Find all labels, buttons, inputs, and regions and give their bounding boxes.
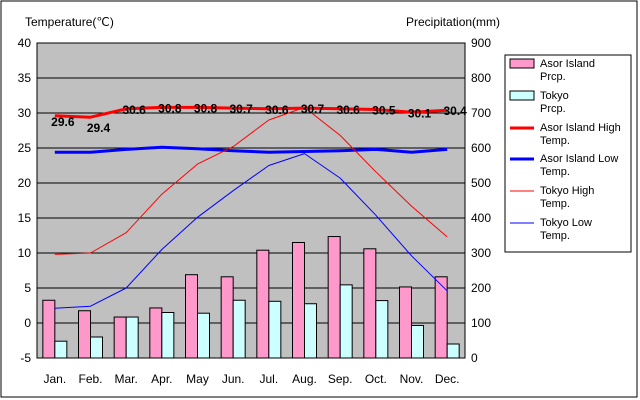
data-label: 30.5 <box>372 104 396 118</box>
right-axis-title: Precipitation(mm) <box>406 15 500 29</box>
data-labels: 29.6 29.4 30.6 30.8 30.8 30.7 30.6 30.7 30.6 30.5… <box>51 101 467 135</box>
data-label: 30.4 <box>443 104 467 118</box>
right-axis-ticks: 0 100 200 300 400 500 600 700 800 900 <box>471 36 491 365</box>
month-label: Feb. <box>78 372 102 386</box>
tokyo-precip-bar <box>268 300 282 359</box>
data-label: 30.7 <box>229 102 253 116</box>
month-label: Jul. <box>259 372 278 386</box>
month-label: Jan. <box>43 372 66 386</box>
left-tick-label: 0 <box>24 316 31 330</box>
tokyo-precip-bar <box>411 324 424 359</box>
left-axis-title: Temperature(℃) <box>25 15 114 29</box>
plot-area <box>36 42 466 359</box>
legend-asor-high-label: Asor Island High Temp. <box>540 122 621 147</box>
x-axis-ticks: Jan. Feb. Mar. Apr. May Jun. Jul. Aug. Sep. Oct. N… <box>43 372 459 386</box>
month-label: Sep. <box>328 372 353 386</box>
tokyo-precip-bar <box>161 312 175 359</box>
right-tick-label: 0 <box>471 351 478 365</box>
left-tick-label: -5 <box>20 351 31 365</box>
asor-precip-bar <box>399 286 412 359</box>
right-tick-label: 300 <box>471 246 491 260</box>
asor-precip-bar <box>149 307 163 359</box>
tokyo-precip-bar <box>375 300 389 359</box>
asor-precip-bar <box>42 299 56 359</box>
right-tick-label: 700 <box>471 106 491 120</box>
tokyo-low-line <box>54 153 448 309</box>
legend-asor-precip-swatch <box>509 58 535 69</box>
tokyo-high-line <box>54 106 448 255</box>
data-label: 30.8 <box>194 101 218 115</box>
month-label: May <box>186 372 209 386</box>
right-tick-label: 900 <box>471 36 491 50</box>
data-label: 30.6 <box>336 103 360 117</box>
data-label: 30.7 <box>301 102 325 116</box>
tokyo-precip-bar <box>90 336 103 359</box>
asor-precip-bar <box>256 249 270 359</box>
asor-precip-bar <box>113 316 127 359</box>
asor-precip-bar <box>327 236 341 359</box>
data-label: 30.8 <box>158 101 182 115</box>
month-label: Mar. <box>114 372 137 386</box>
asor-precip-bar <box>185 274 198 359</box>
tokyo-precip-bar <box>304 303 317 359</box>
right-tick-label: 400 <box>471 211 491 225</box>
right-tick-label: 800 <box>471 71 491 85</box>
left-tick-label: 5 <box>24 281 31 295</box>
grid-lines <box>37 77 465 324</box>
left-tick-label: 40 <box>18 36 32 50</box>
month-label: Nov. <box>400 372 424 386</box>
right-tick-label: 100 <box>471 316 491 330</box>
legend-tokyo-low-label: Tokyo Low Temp. <box>540 217 592 242</box>
left-tick-label: 10 <box>18 246 32 260</box>
tokyo-precip-bar <box>197 312 210 359</box>
data-label: 29.4 <box>87 121 111 135</box>
legend-tokyo-precip-swatch <box>509 90 535 101</box>
left-axis-ticks: -5 0 5 10 15 20 25 30 35 40 <box>18 36 32 365</box>
asor-precip-bar <box>220 276 234 359</box>
tokyo-precip-bar <box>446 343 460 359</box>
tokyo-precip-bar <box>54 340 68 359</box>
legend-tokyo-precip-label: Tokyo Prcp. <box>540 90 569 115</box>
month-label: Oct. <box>365 372 387 386</box>
tokyo-precip-bar <box>125 316 139 359</box>
temperature-lines <box>54 105 448 309</box>
tokyo-precip-bar <box>232 299 246 359</box>
asor-low-line <box>54 145 448 154</box>
data-label: 30.6 <box>265 103 289 117</box>
data-label: 30.6 <box>122 103 146 117</box>
right-tick-label: 600 <box>471 141 491 155</box>
left-tick-label: 30 <box>18 106 32 120</box>
tokyo-precip-bar <box>339 284 353 359</box>
data-label: 29.6 <box>51 115 75 129</box>
legend-asor-precip-label: Asor Island Prcp. <box>540 58 595 83</box>
right-tick-label: 200 <box>471 281 491 295</box>
left-tick-label: 35 <box>18 71 32 85</box>
month-label: Jun. <box>222 372 245 386</box>
asor-precip-bar <box>292 242 305 359</box>
left-tick-label: 25 <box>18 141 32 155</box>
asor-high-line <box>54 105 448 119</box>
legend: Asor Island Prcp. Tokyo Prcp. Asor Island Hi… <box>504 54 632 253</box>
asor-precip-bar <box>363 248 377 359</box>
month-label: Dec. <box>435 372 460 386</box>
left-tick-label: 20 <box>18 176 32 190</box>
legend-tokyo-high-label: Tokyo High Temp. <box>540 185 594 210</box>
data-label: 30.1 <box>408 106 432 120</box>
asor-precip-bar <box>434 276 448 359</box>
right-tick-label: 500 <box>471 176 491 190</box>
precipitation-bars <box>42 236 460 359</box>
month-label: Aug. <box>292 372 317 386</box>
left-tick-label: 15 <box>18 211 32 225</box>
legend-asor-low-label: Asor Island Low Temp. <box>540 153 618 178</box>
asor-precip-bar <box>78 310 91 359</box>
month-label: Apr. <box>151 372 172 386</box>
